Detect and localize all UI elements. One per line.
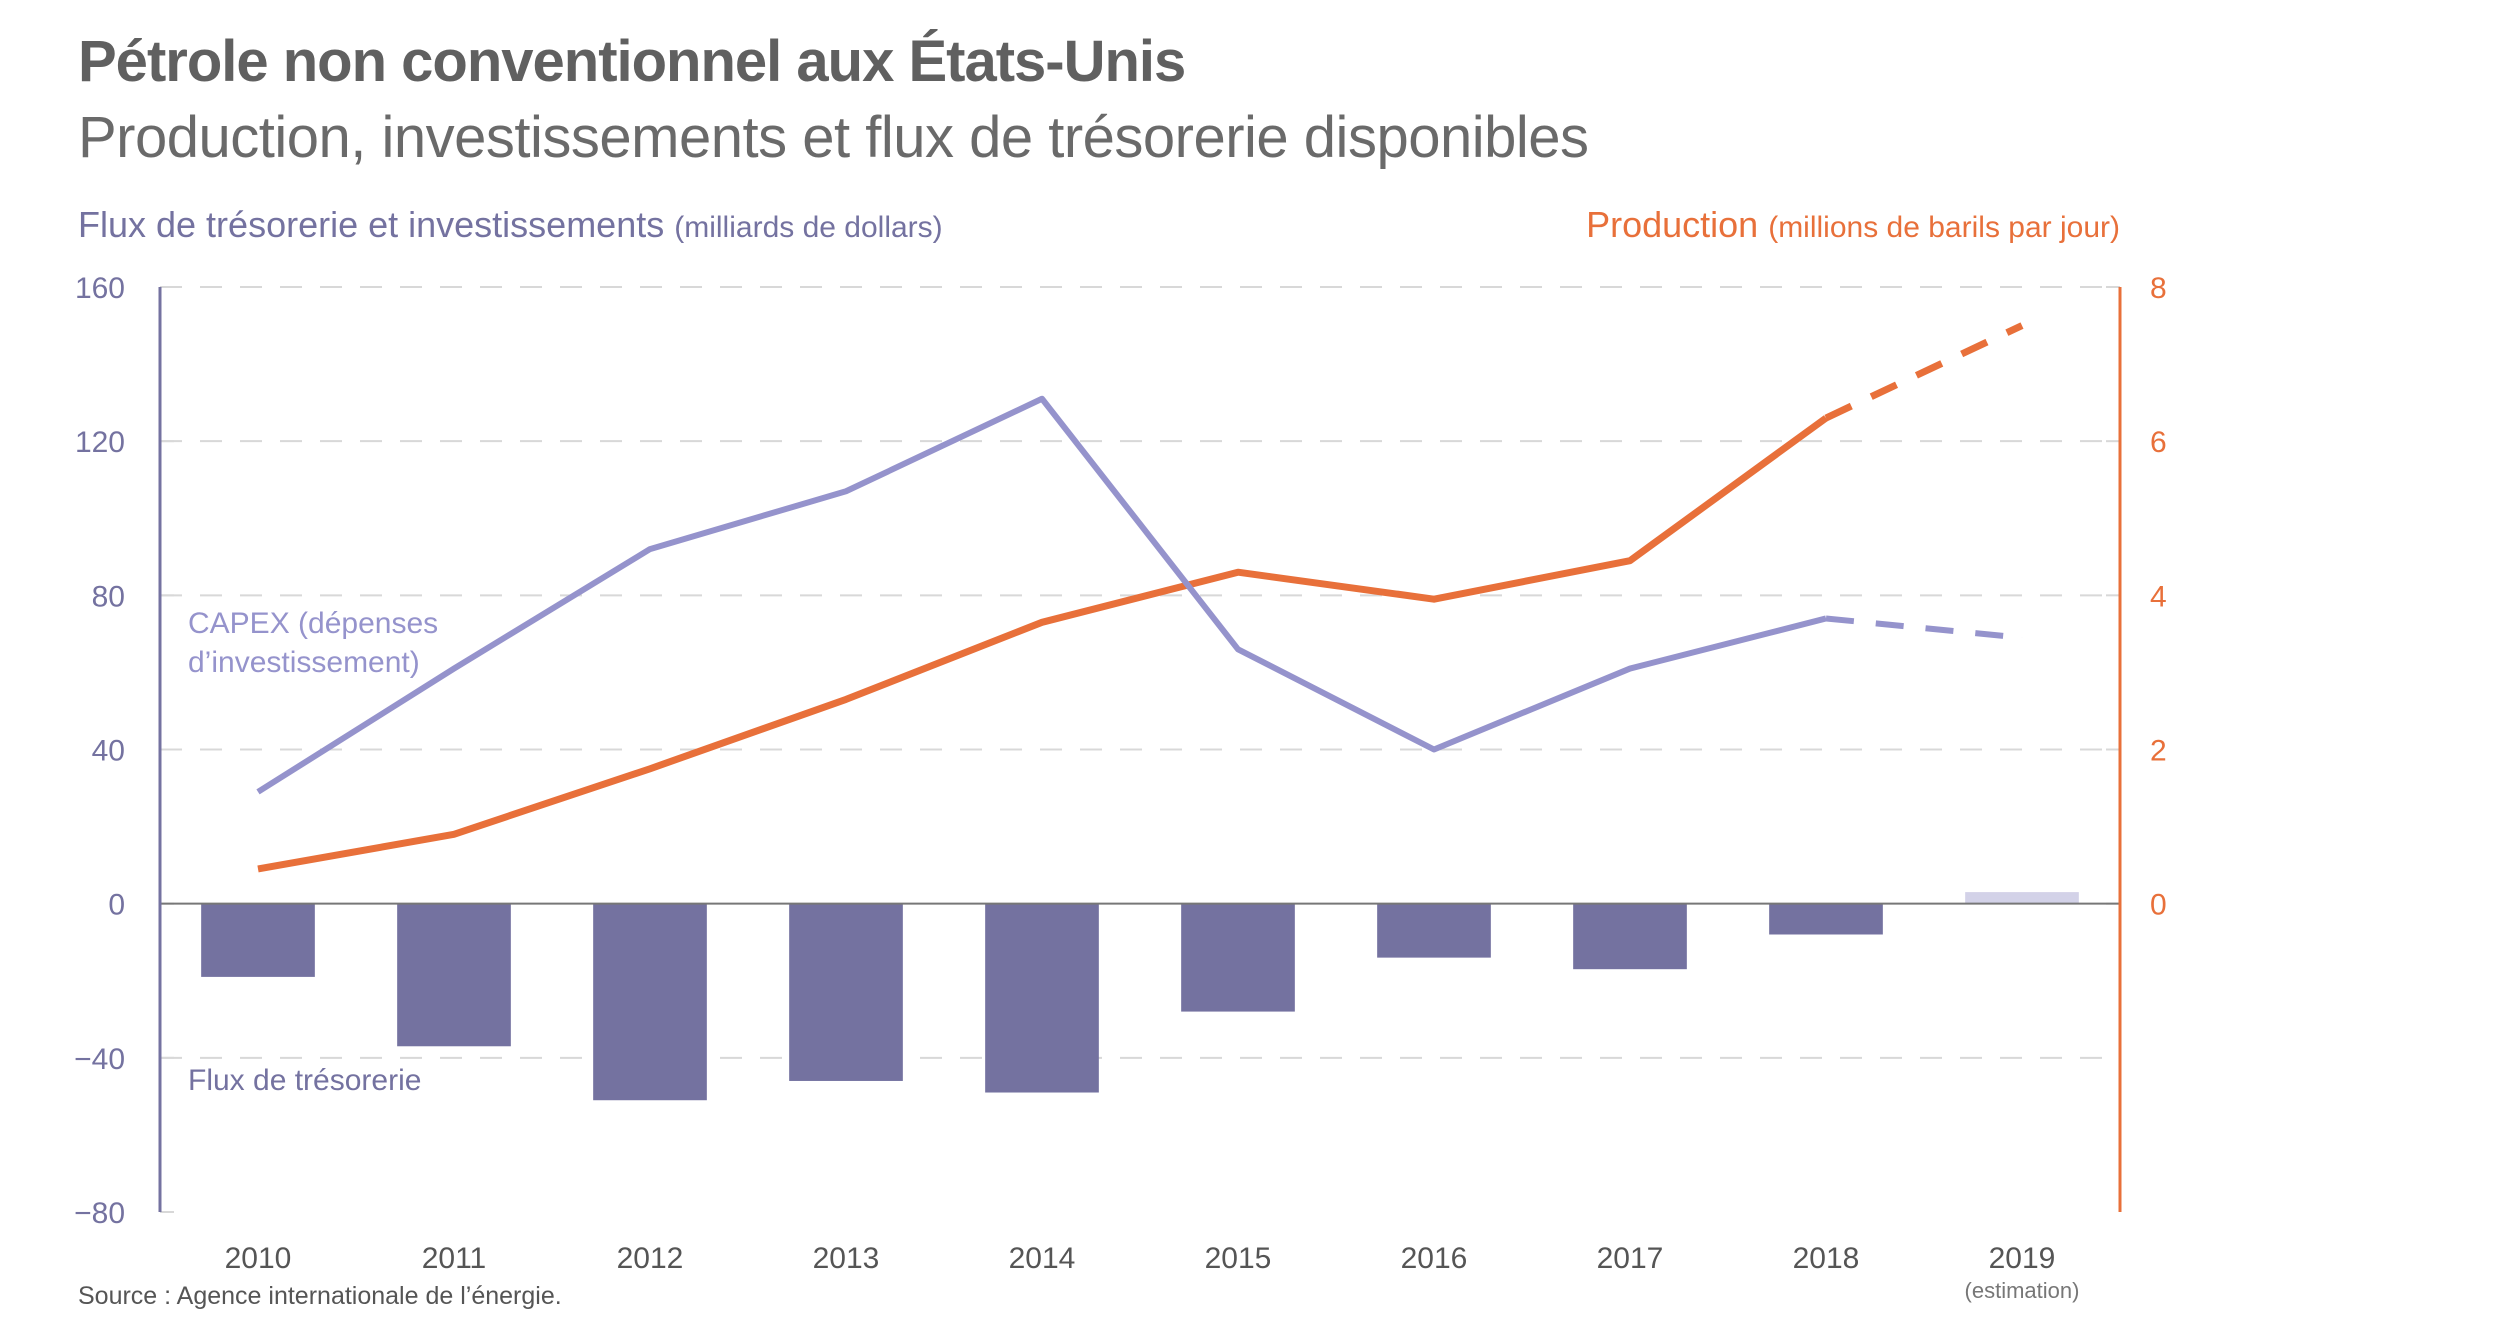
- cashflow-bar: [1377, 903, 1491, 958]
- left-tick-label: 160: [75, 272, 125, 305]
- cashflow-bar: [1181, 903, 1295, 1012]
- x-tick-label: 2019: [1989, 1242, 2056, 1275]
- x-tick-label: 2012: [617, 1242, 684, 1275]
- cashflow-bar: [397, 903, 511, 1047]
- right-tick-label: 0: [2150, 889, 2167, 922]
- cashflow-bar: [789, 903, 903, 1081]
- x-tick-label: 2016: [1401, 1242, 1468, 1275]
- x-tick-label: 2014: [1009, 1242, 1076, 1275]
- left-tick-label: 0: [108, 889, 125, 922]
- x-tick-label: 2017: [1597, 1242, 1664, 1275]
- production-estimate-line: [1824, 322, 2024, 422]
- cashflow-bar: [1769, 903, 1883, 935]
- right-tick-label: 6: [2150, 426, 2167, 459]
- cashflow-bar: [985, 903, 1099, 1093]
- capex-annotation-line1: CAPEX (dépenses: [188, 607, 438, 640]
- x-tick-label: 2013: [813, 1242, 880, 1275]
- left-axis-title: Flux de trésorerie et investissements (m…: [78, 204, 943, 246]
- cashflow-bar: [201, 903, 315, 977]
- right-tick-label: 4: [2150, 580, 2167, 613]
- left-tick-label: 80: [92, 580, 125, 613]
- cashflow-bar: [593, 903, 707, 1101]
- source-note: Source : Agence internationale de l’éner…: [78, 1282, 562, 1310]
- x-tick-label: 2018: [1793, 1242, 1860, 1275]
- chart-title: Pétrole non conventionnel aux États-Unis: [78, 29, 1186, 94]
- right-tick-label: 8: [2150, 272, 2167, 305]
- right-axis-title: Production (millions de barils par jour): [1586, 204, 2120, 246]
- left-axis-title-text: Flux de trésorerie et investissements: [78, 204, 665, 245]
- cashflow-bar: [1965, 892, 2079, 904]
- capex-estimate-line: [1825, 615, 2023, 641]
- right-axis-title-text: Production: [1586, 204, 1759, 245]
- x-tick-label: 2010: [225, 1242, 292, 1275]
- left-tick-label: −40: [74, 1043, 125, 1076]
- left-tick-label: 120: [75, 426, 125, 459]
- left-tick-label: 40: [92, 735, 125, 768]
- left-tick-label: −80: [74, 1197, 125, 1230]
- x-tick-label: 2011: [422, 1242, 487, 1275]
- left-axis-unit: (milliards de dollars): [674, 211, 943, 244]
- right-axis-unit: (millions de barils par jour): [1768, 211, 2120, 244]
- capex-annotation-line2: d’investissement): [188, 646, 420, 679]
- x-tick-label: 2015: [1205, 1242, 1272, 1275]
- estimate-note: (estimation): [1965, 1278, 2080, 1303]
- cashflow-bar: [1573, 903, 1687, 970]
- cashflow-annotation: Flux de trésorerie: [188, 1064, 421, 1097]
- right-tick-label: 2: [2150, 735, 2167, 768]
- chart-subtitle: Production, investissements et flux de t…: [78, 105, 1589, 170]
